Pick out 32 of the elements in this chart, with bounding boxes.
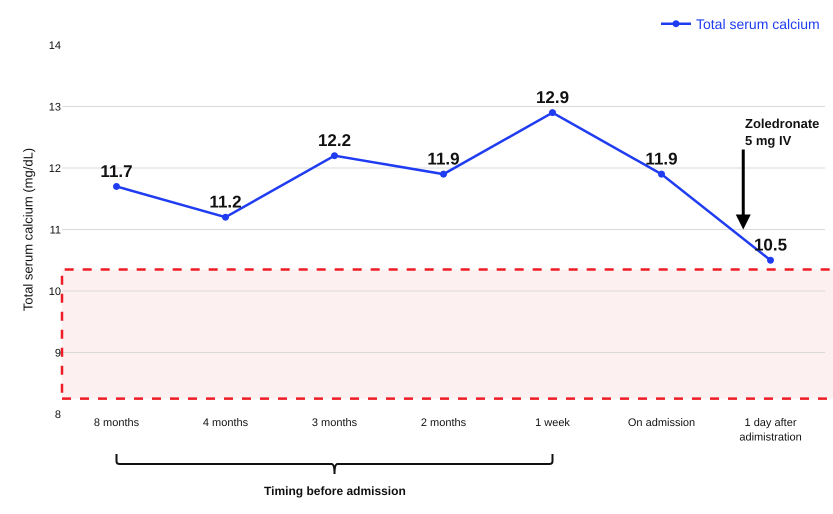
x-tick-label: 2 months <box>420 417 467 429</box>
data-label: 12.9 <box>536 88 570 108</box>
y-tick-label: 13 <box>48 101 61 114</box>
data-label: 11.9 <box>645 150 678 169</box>
data-label: 12.2 <box>318 131 352 150</box>
x-tick-label: 3 months <box>312 417 358 429</box>
x-tick-label: 1 day after adimistration <box>739 417 802 444</box>
y-tick-label: 11 <box>50 224 61 236</box>
x-tick-label: 8 months <box>94 417 140 429</box>
data-label: 10.5 <box>754 236 788 255</box>
point <box>767 256 774 264</box>
x-tick-label: 4 months <box>202 417 249 429</box>
text: Timing before admission <box>264 484 406 498</box>
y-tick-label: 12 <box>48 162 61 175</box>
y-tick-label: 8 <box>54 408 61 421</box>
data-label: 11.7 <box>100 162 133 181</box>
y-tick-label: 9 <box>54 347 61 360</box>
data-label: 11.9 <box>427 150 460 169</box>
y-tick-label: 10 <box>48 286 61 298</box>
x-tick-label: 1 week <box>535 417 570 429</box>
data-label: 11.2 <box>209 192 242 212</box>
point <box>549 109 556 116</box>
y-tick-label: 14 <box>48 40 61 52</box>
point <box>222 214 229 221</box>
x-tick-label: On admission <box>628 417 696 429</box>
point <box>440 170 447 178</box>
y-axis-title: Total serum calcium (mg/dL) <box>20 148 36 312</box>
annotation: Zoledronate 5 mg IV <box>745 116 820 148</box>
point <box>658 170 665 178</box>
point <box>331 152 338 160</box>
point <box>113 182 120 190</box>
legend-label: Total serum calcium <box>696 16 820 32</box>
